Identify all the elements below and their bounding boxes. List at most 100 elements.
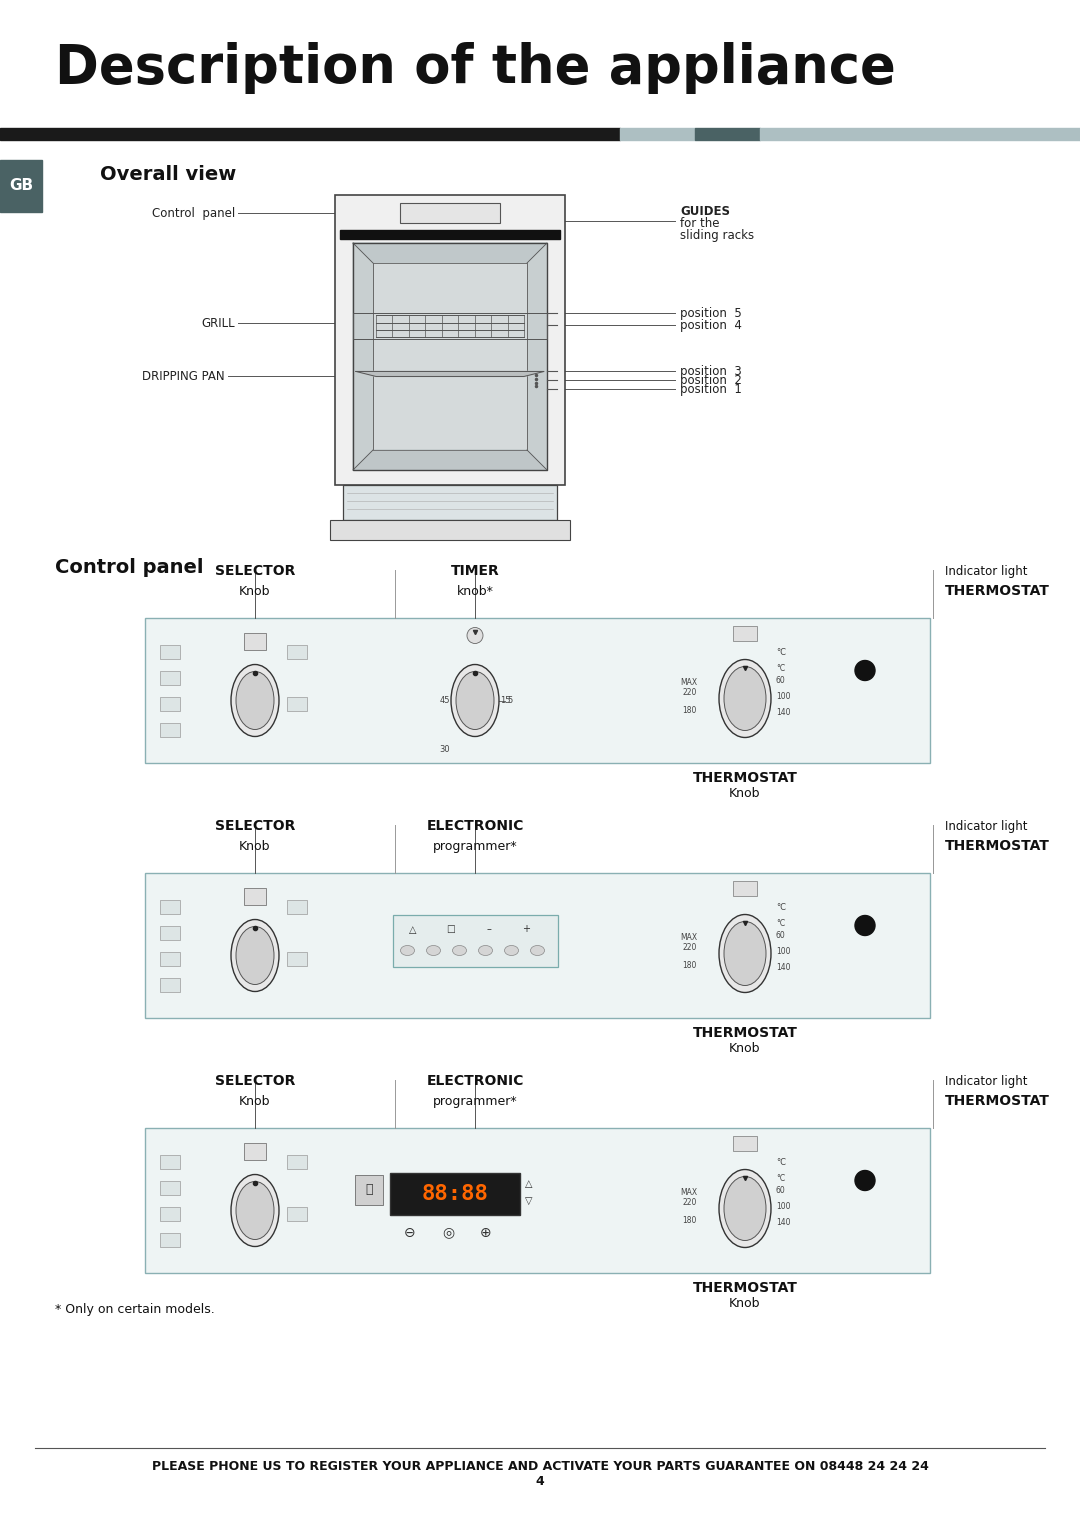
Text: MAX: MAX bbox=[680, 678, 697, 687]
Ellipse shape bbox=[427, 946, 441, 955]
Text: position  4: position 4 bbox=[680, 319, 742, 331]
Bar bbox=[760, 128, 1080, 140]
Text: * Only on certain models.: * Only on certain models. bbox=[55, 1303, 215, 1315]
Text: Description of the appliance: Description of the appliance bbox=[55, 43, 895, 95]
Text: Knob: Knob bbox=[729, 1297, 760, 1309]
Text: GB: GB bbox=[9, 179, 33, 194]
Text: position  5: position 5 bbox=[680, 307, 742, 320]
Ellipse shape bbox=[724, 1177, 766, 1241]
Text: THERMOSTAT: THERMOSTAT bbox=[692, 771, 797, 784]
Text: 60: 60 bbox=[777, 1186, 786, 1195]
Text: 30: 30 bbox=[440, 746, 450, 754]
Bar bbox=[620, 128, 696, 140]
Text: PLEASE PHONE US TO REGISTER YOUR APPLIANCE AND ACTIVATE YOUR PARTS GUARANTEE ON : PLEASE PHONE US TO REGISTER YOUR APPLIAN… bbox=[151, 1460, 929, 1488]
Ellipse shape bbox=[231, 1175, 279, 1247]
Text: ⏰: ⏰ bbox=[365, 1183, 373, 1196]
Ellipse shape bbox=[231, 920, 279, 992]
Ellipse shape bbox=[855, 661, 875, 681]
Text: 220: 220 bbox=[683, 1198, 697, 1207]
Text: Knob: Knob bbox=[240, 839, 271, 853]
Text: TIMER: TIMER bbox=[450, 565, 499, 578]
Bar bbox=[145, 1128, 930, 1273]
Text: °C: °C bbox=[777, 1173, 785, 1183]
Text: ☐: ☐ bbox=[446, 925, 455, 934]
Bar bbox=[335, 195, 565, 485]
Text: position  2: position 2 bbox=[680, 374, 742, 388]
Text: Indicator light: Indicator light bbox=[945, 1074, 1027, 1088]
Bar bbox=[373, 262, 527, 450]
Bar bbox=[160, 899, 180, 914]
Bar bbox=[390, 1172, 519, 1215]
Text: 180: 180 bbox=[683, 961, 697, 971]
Text: °C: °C bbox=[777, 664, 785, 673]
Bar bbox=[160, 1207, 180, 1221]
Text: programmer*: programmer* bbox=[433, 839, 517, 853]
Bar bbox=[160, 644, 180, 659]
Bar bbox=[400, 203, 500, 223]
Ellipse shape bbox=[237, 926, 274, 984]
Text: 15: 15 bbox=[500, 696, 510, 705]
Text: Knob: Knob bbox=[240, 1096, 271, 1108]
Text: Control  panel: Control panel bbox=[152, 206, 235, 220]
Bar bbox=[0, 160, 42, 212]
Polygon shape bbox=[353, 243, 546, 262]
Text: MAX: MAX bbox=[680, 1189, 697, 1196]
Text: position  1: position 1 bbox=[680, 383, 742, 395]
Bar bbox=[244, 888, 266, 905]
Text: Knob: Knob bbox=[240, 584, 271, 598]
Text: 5: 5 bbox=[507, 696, 512, 705]
Bar bbox=[353, 313, 546, 339]
Text: 100: 100 bbox=[777, 1202, 791, 1212]
Text: ◎: ◎ bbox=[442, 1225, 454, 1239]
Ellipse shape bbox=[237, 1181, 274, 1239]
Text: THERMOSTAT: THERMOSTAT bbox=[945, 584, 1050, 598]
Ellipse shape bbox=[401, 946, 415, 955]
Text: ⊖: ⊖ bbox=[404, 1225, 416, 1239]
Text: 140: 140 bbox=[777, 963, 791, 972]
Text: 220: 220 bbox=[683, 943, 697, 952]
Bar bbox=[160, 1233, 180, 1247]
Text: Knob: Knob bbox=[729, 1042, 760, 1054]
Bar bbox=[330, 520, 570, 540]
Bar bbox=[160, 670, 180, 685]
Bar bbox=[355, 1175, 383, 1204]
Text: ELECTRONIC: ELECTRONIC bbox=[427, 1074, 524, 1088]
Polygon shape bbox=[527, 243, 546, 470]
Text: 60: 60 bbox=[777, 676, 786, 685]
Text: sliding racks: sliding racks bbox=[680, 229, 754, 243]
Bar bbox=[160, 696, 180, 711]
Text: THERMOSTAT: THERMOSTAT bbox=[945, 839, 1050, 853]
Bar bbox=[733, 1135, 757, 1151]
Text: Indicator light: Indicator light bbox=[945, 565, 1027, 578]
Ellipse shape bbox=[237, 671, 274, 729]
Text: ⊕: ⊕ bbox=[481, 1225, 491, 1239]
Text: 100: 100 bbox=[777, 948, 791, 955]
Ellipse shape bbox=[530, 946, 544, 955]
Bar bbox=[287, 1155, 307, 1169]
Bar bbox=[145, 618, 930, 763]
Text: 180: 180 bbox=[683, 707, 697, 716]
Text: Overall view: Overall view bbox=[100, 165, 237, 185]
Text: ELECTRONIC: ELECTRONIC bbox=[427, 819, 524, 833]
Polygon shape bbox=[353, 243, 373, 470]
Text: 220: 220 bbox=[683, 688, 697, 697]
Text: 140: 140 bbox=[777, 1218, 791, 1227]
Text: 88:88: 88:88 bbox=[421, 1184, 488, 1204]
Bar bbox=[160, 925, 180, 940]
Text: △: △ bbox=[408, 925, 416, 934]
Text: THERMOSTAT: THERMOSTAT bbox=[692, 1025, 797, 1041]
Text: for the: for the bbox=[680, 217, 719, 230]
Ellipse shape bbox=[719, 914, 771, 992]
Text: 45: 45 bbox=[440, 696, 450, 705]
Bar bbox=[343, 485, 557, 520]
Text: Knob: Knob bbox=[729, 787, 760, 800]
Text: THERMOSTAT: THERMOSTAT bbox=[692, 1280, 797, 1296]
Text: position  3: position 3 bbox=[680, 365, 742, 378]
Ellipse shape bbox=[724, 667, 766, 731]
Ellipse shape bbox=[855, 1170, 875, 1190]
Bar bbox=[160, 1181, 180, 1195]
Bar bbox=[287, 696, 307, 711]
Bar bbox=[0, 128, 620, 140]
Text: knob*: knob* bbox=[457, 584, 494, 598]
Text: DRIPPING PAN: DRIPPING PAN bbox=[143, 369, 225, 383]
